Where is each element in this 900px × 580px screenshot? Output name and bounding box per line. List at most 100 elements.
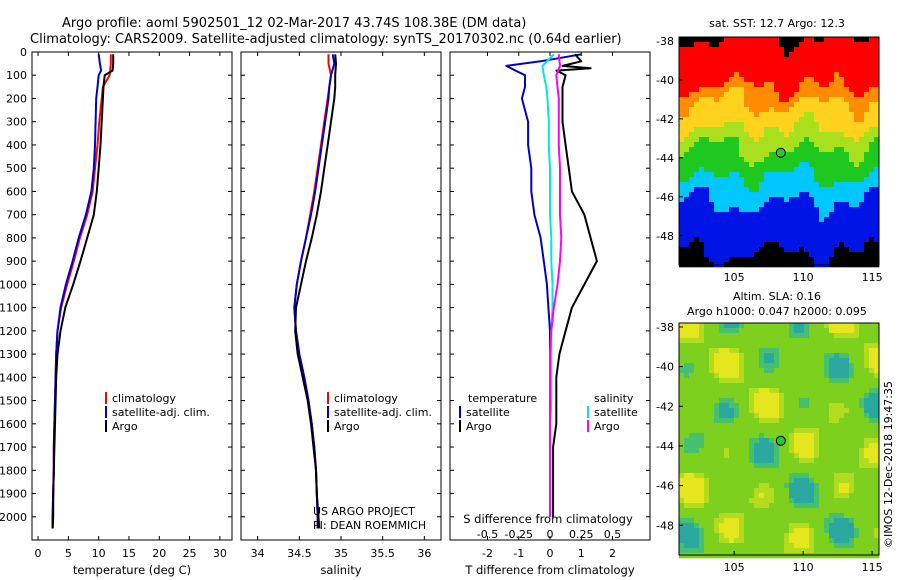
sla-cell xyxy=(704,448,710,454)
sst-cell xyxy=(754,62,760,68)
sla-cell xyxy=(784,418,790,424)
sla-cell xyxy=(874,323,880,329)
sla-cell xyxy=(854,358,860,364)
sla-cell xyxy=(799,498,805,504)
sst-cell xyxy=(809,142,815,148)
sst-cell xyxy=(839,212,845,218)
sst-cell xyxy=(779,62,785,68)
sla-cell xyxy=(779,543,785,549)
sst-cell xyxy=(819,217,825,223)
sst-cell xyxy=(799,162,805,168)
sst-cell xyxy=(839,122,845,128)
sla-cell xyxy=(714,328,720,334)
sst-cell xyxy=(679,252,685,258)
sst-cell xyxy=(804,197,810,203)
sla-cell xyxy=(824,523,830,529)
sla-cell xyxy=(754,353,760,359)
sst-cell xyxy=(859,112,865,118)
sla-cell xyxy=(804,378,810,384)
sla-cell xyxy=(849,358,855,364)
sla-cell xyxy=(764,378,770,384)
sst-cell xyxy=(774,237,780,243)
sst-cell xyxy=(779,112,785,118)
sst-cell xyxy=(724,62,730,68)
sla-cell xyxy=(849,353,855,359)
sla-cell xyxy=(874,523,880,529)
sst-cell xyxy=(829,167,835,173)
sst-cell xyxy=(819,102,825,108)
sst-cell xyxy=(694,117,700,123)
sst-cell xyxy=(874,52,880,58)
sla-cell xyxy=(719,508,725,514)
sla-cell xyxy=(784,403,790,409)
sla-cell xyxy=(769,498,775,504)
sst-cell xyxy=(739,77,745,83)
sla-map-subtitle: Argo h1000: 0.047 h2000: 0.095 xyxy=(687,305,867,318)
sla-cell xyxy=(779,383,785,389)
sla-cell xyxy=(739,543,745,549)
sst-cell xyxy=(764,132,770,138)
sla-cell xyxy=(729,463,735,469)
x-tick-label: 20 xyxy=(152,547,166,560)
sla-cell xyxy=(789,413,795,419)
sla-cell xyxy=(804,523,810,529)
sla-cell xyxy=(759,333,765,339)
sla-cell xyxy=(869,463,875,469)
sla-cell xyxy=(734,423,740,429)
sst-cell xyxy=(749,202,755,208)
sla-cell xyxy=(784,333,790,339)
sst-cell xyxy=(824,122,830,128)
sla-cell xyxy=(729,348,735,354)
sst-cell xyxy=(699,52,705,58)
sst-cell xyxy=(814,177,820,183)
sla-cell xyxy=(744,483,750,489)
sla-cell xyxy=(709,363,715,369)
sla-cell xyxy=(819,478,825,484)
sst-cell xyxy=(839,117,845,123)
sst-cell xyxy=(699,82,705,88)
sla-cell xyxy=(869,398,875,404)
sla-cell xyxy=(714,448,720,454)
sla-cell xyxy=(839,393,845,399)
sst-cell xyxy=(849,237,855,243)
sst-cell xyxy=(819,37,825,43)
sla-cell xyxy=(814,453,820,459)
sla-cell xyxy=(859,418,865,424)
sla-cell xyxy=(749,398,755,404)
sla-cell xyxy=(769,368,775,374)
sst-cell xyxy=(799,252,805,258)
sla-cell xyxy=(684,428,690,434)
sst-cell xyxy=(714,162,720,168)
sla-cell xyxy=(829,533,835,539)
sla-cell xyxy=(734,478,740,484)
sst-cell xyxy=(819,57,825,63)
sla-cell xyxy=(784,518,790,524)
sla-cell xyxy=(729,533,735,539)
sla-cell xyxy=(789,428,795,434)
sla-cell xyxy=(709,438,715,444)
sst-cell xyxy=(774,102,780,108)
sla-cell xyxy=(739,388,745,394)
sst-cell xyxy=(704,182,710,188)
sla-cell xyxy=(749,543,755,549)
sst-cell xyxy=(789,147,795,153)
sla-cell xyxy=(854,363,860,369)
sst-cell xyxy=(804,237,810,243)
sst-cell xyxy=(859,212,865,218)
sst-cell xyxy=(819,222,825,228)
sst-cell xyxy=(709,97,715,103)
sla-cell xyxy=(839,488,845,494)
sst-cell xyxy=(804,107,810,113)
sst-cell xyxy=(819,67,825,73)
sla-cell xyxy=(749,348,755,354)
sla-cell xyxy=(849,328,855,334)
sla-cell xyxy=(719,348,725,354)
sst-cell xyxy=(749,252,755,258)
sla-cell xyxy=(789,438,795,444)
sst-cell xyxy=(774,62,780,68)
sla-cell xyxy=(859,333,865,339)
sla-cell xyxy=(804,448,810,454)
sla-cell xyxy=(719,478,725,484)
sst-cell xyxy=(754,187,760,193)
lon-tick-label: 110 xyxy=(793,561,814,574)
